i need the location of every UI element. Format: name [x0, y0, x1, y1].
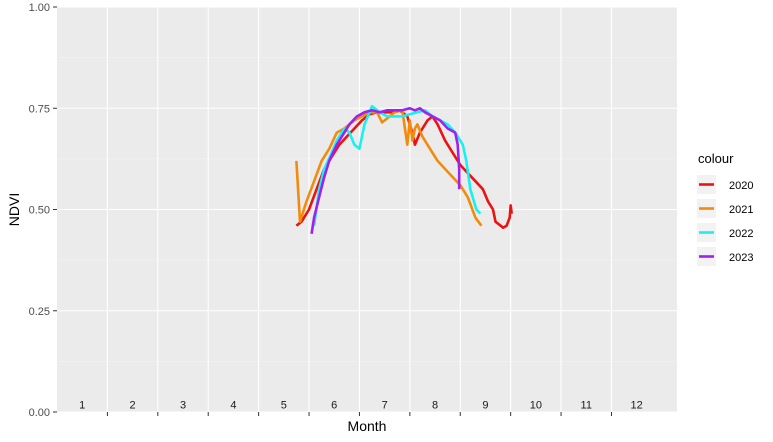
- series-line-2022: [312, 104, 482, 226]
- y-tick-label: 0.50: [29, 205, 50, 217]
- month-label: 12: [631, 400, 643, 412]
- x-axis: [106, 412, 612, 416]
- y-tick-label: 1.00: [29, 2, 50, 14]
- x-axis-title: Month: [348, 418, 387, 434]
- series-layer: [295, 104, 513, 234]
- month-label: 6: [331, 400, 337, 412]
- month-label: 2: [130, 400, 136, 412]
- y-tick-label: 0.25: [29, 306, 50, 318]
- month-label: 7: [382, 400, 388, 412]
- month-label: 10: [530, 400, 542, 412]
- major-gridlines: [57, 6, 677, 413]
- legend: colour 2020 2021 2022 2023: [697, 151, 753, 266]
- series-line-2023: [310, 107, 461, 234]
- month-labels: 1 2 3 4 5 6 7 8 9 10 11 12: [79, 400, 643, 412]
- legend-label-2020: 2020: [729, 180, 753, 192]
- month-label: 9: [482, 400, 488, 412]
- legend-title: colour: [698, 151, 734, 166]
- legend-label-2022: 2022: [729, 228, 753, 240]
- y-tick-label: 0.00: [29, 407, 50, 419]
- y-axis-title: NDVI: [6, 193, 22, 226]
- legend-label-2023: 2023: [729, 252, 753, 264]
- y-tick-label: 0.75: [29, 103, 50, 115]
- y-axis: 0.00 0.25 0.50 0.75 1.00: [29, 2, 57, 419]
- month-label: 4: [230, 400, 236, 412]
- month-label: 3: [180, 400, 186, 412]
- month-label: 11: [581, 400, 592, 412]
- minor-gridlines: [57, 57, 677, 362]
- month-label: 5: [281, 400, 287, 412]
- month-label: 1: [79, 400, 85, 412]
- legend-label-2021: 2021: [729, 204, 753, 216]
- month-label: 8: [432, 400, 438, 412]
